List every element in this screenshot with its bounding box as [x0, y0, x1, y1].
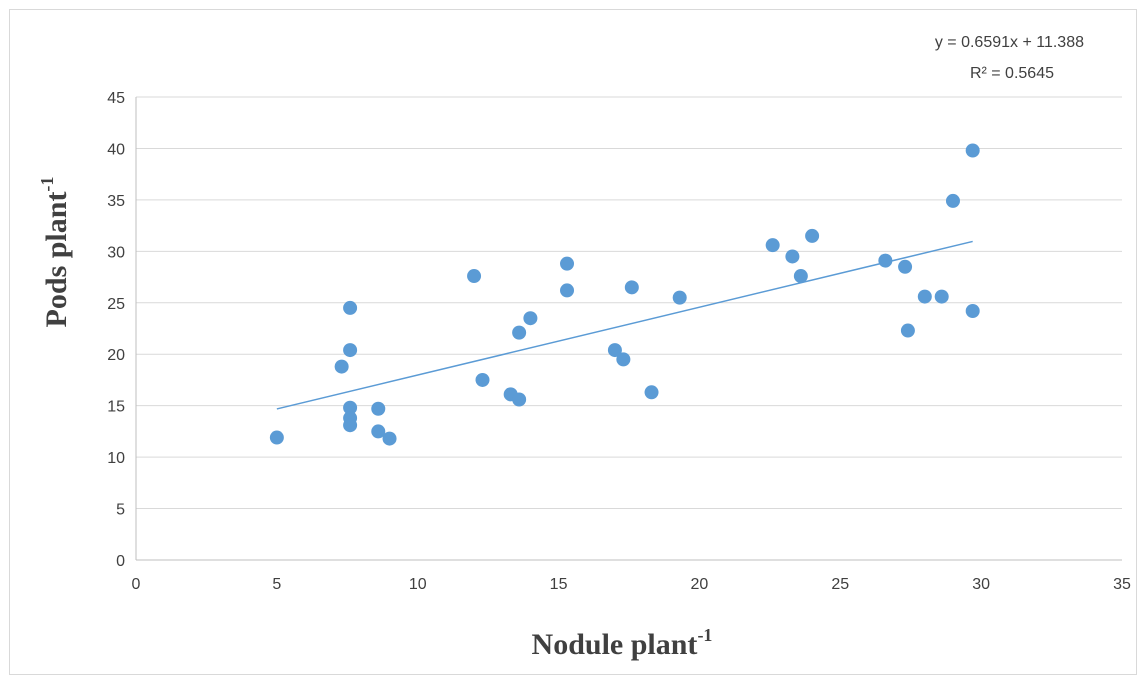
trendline-layer [276, 240, 973, 410]
data-point-14 [512, 392, 527, 407]
data-point-17 [560, 256, 575, 271]
trendline [276, 240, 973, 410]
scatter-plot: 0 5 10 15 20 25 30 35 40 45 0 5 10 15 20 25 30 35 y = 0.6… [37, 34, 1131, 661]
data-point-25 [785, 249, 800, 264]
data-point-33 [945, 193, 960, 208]
trendline-equation: y = 0.6591x + 11.388 [935, 34, 1084, 51]
data-point-5 [343, 400, 358, 415]
data-points [269, 143, 980, 446]
data-point-32 [934, 289, 949, 304]
x-tick-label-20: 20 [691, 576, 709, 593]
data-point-31 [917, 289, 932, 304]
data-point-19 [607, 343, 622, 358]
data-point-15 [512, 325, 527, 340]
data-point-21 [624, 280, 639, 295]
data-point-2 [334, 359, 349, 374]
data-point-23 [672, 290, 687, 305]
x-tick-label-25: 25 [831, 576, 849, 593]
x-axis-title-base: Nodule plant [532, 628, 698, 661]
x-tick-label-5: 5 [272, 576, 281, 593]
y-tick-label-10: 10 [107, 450, 125, 467]
y-tick-label-20: 20 [107, 347, 125, 364]
data-point-27 [805, 228, 820, 243]
y-tick-label-25: 25 [107, 296, 125, 313]
y-tick-label-40: 40 [107, 141, 125, 158]
data-point-28 [878, 253, 893, 268]
y-tick-label-30: 30 [107, 244, 125, 261]
x-tick-label-30: 30 [972, 576, 990, 593]
axes [135, 97, 1122, 561]
data-point-9 [371, 424, 386, 439]
y-tick-label-5: 5 [116, 502, 125, 519]
x-axis-title: Nodule plant-1 [532, 625, 713, 661]
chart-area: 0 5 10 15 20 25 30 35 40 45 0 5 10 15 20 25 30 35 y = 0.6… [9, 9, 1137, 675]
y-tick-label-35: 35 [107, 193, 125, 210]
data-point-10 [382, 431, 397, 446]
data-point-1 [269, 430, 284, 445]
y-tick-label-15: 15 [107, 399, 125, 416]
x-tick-label-0: 0 [132, 576, 141, 593]
data-point-22 [644, 385, 659, 400]
y-tick-label-0: 0 [116, 553, 125, 570]
data-point-3 [343, 300, 358, 315]
data-point-29 [898, 259, 913, 274]
data-point-35 [965, 304, 980, 319]
trendline-r-squared: R² = 0.5645 [970, 65, 1054, 82]
data-point-20 [616, 352, 631, 367]
x-tick-label-15: 15 [550, 576, 568, 593]
x-tick-label-10: 10 [409, 576, 427, 593]
x-tick-label-35: 35 [1113, 576, 1131, 593]
y-axis-title-base: Pods plant [40, 192, 73, 328]
x-axis-title-superscript: -1 [697, 625, 712, 645]
y-axis-title-superscript: -1 [37, 177, 57, 192]
data-point-18 [560, 283, 575, 298]
data-point-34 [965, 143, 980, 158]
data-point-24 [765, 238, 780, 253]
y-tick-label-45: 45 [107, 90, 125, 107]
data-point-11 [467, 269, 482, 284]
data-point-12 [475, 372, 490, 387]
data-point-4 [343, 343, 358, 358]
gridlines [136, 96, 1122, 510]
data-point-26 [793, 269, 808, 284]
tick-labels: 0 5 10 15 20 25 30 35 40 45 0 5 10 15 20 25 30 35 [107, 90, 1131, 593]
y-axis-title: Pods plant-1 [37, 177, 73, 328]
data-point-30 [900, 323, 915, 338]
data-point-8 [371, 401, 386, 416]
data-point-16 [523, 311, 538, 326]
data-point-7 [343, 418, 358, 433]
